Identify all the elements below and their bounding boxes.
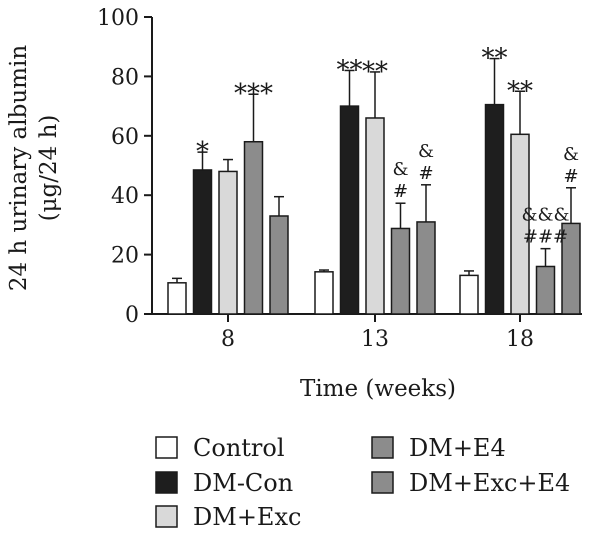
bars-group xyxy=(167,57,581,315)
legend-swatch xyxy=(155,505,178,528)
significance-mark: # xyxy=(418,163,433,184)
legend-swatch xyxy=(155,471,178,494)
y-tick-label: 40 xyxy=(111,184,139,209)
bar xyxy=(339,105,360,315)
y-axis-title-line2: (μg/24 h) xyxy=(36,115,62,222)
significance-mark: ### xyxy=(523,227,568,248)
y-axis-title-line1: 24 h urinary albumin xyxy=(6,45,32,291)
legend-swatch xyxy=(371,471,394,494)
bar xyxy=(416,221,436,315)
bar xyxy=(243,140,264,315)
x-tick-label: 18 xyxy=(506,327,534,352)
legend-label: DM+Exc+E4 xyxy=(409,469,570,497)
significance-mark: *** xyxy=(234,79,273,109)
bar xyxy=(390,227,411,315)
legend-swatch xyxy=(155,436,178,459)
significance-mark: ** xyxy=(337,55,363,85)
bar xyxy=(535,265,556,315)
significance-mark: ** xyxy=(482,44,508,74)
legend-label: DM+Exc xyxy=(193,503,301,531)
x-axis: 8 13 18 xyxy=(152,313,582,352)
y-tick-label: 0 xyxy=(125,303,139,328)
legend-label: DM+E4 xyxy=(409,434,506,462)
significance-mark: & xyxy=(392,159,408,180)
bar xyxy=(365,117,385,315)
bar xyxy=(484,103,505,315)
x-tick-label: 13 xyxy=(361,327,389,352)
significance-mark: &&& xyxy=(521,205,569,226)
significance-mark: & xyxy=(563,144,579,165)
legend-label: Control xyxy=(193,434,285,462)
bar xyxy=(192,169,213,315)
y-tick-label: 60 xyxy=(111,125,139,150)
significance-mark: # xyxy=(393,181,408,202)
legend-label: DM-Con xyxy=(193,469,293,497)
y-tick-label: 80 xyxy=(111,65,139,90)
x-axis-title: Time (weeks) xyxy=(300,376,456,402)
significance-mark: # xyxy=(563,166,578,187)
bar xyxy=(218,170,238,315)
significance-mark: * xyxy=(196,137,209,167)
significance-mark: ** xyxy=(362,57,388,87)
significance-annotations: ****** **#& #&****###&&&#& xyxy=(196,44,579,248)
legend: Control DM-Con DM+Exc DM+E4 DM+Exc+E4 xyxy=(155,434,570,531)
significance-mark: ** xyxy=(507,76,533,106)
bar xyxy=(269,215,289,315)
bar xyxy=(459,274,479,315)
bar xyxy=(167,282,187,315)
bar xyxy=(314,271,334,315)
y-axis: 0 20 40 60 80 100 xyxy=(97,6,153,328)
significance-mark: & xyxy=(418,141,434,162)
legend-swatch xyxy=(371,436,394,459)
y-tick-label: 20 xyxy=(111,244,139,269)
x-tick-label: 8 xyxy=(221,327,235,352)
y-tick-label: 100 xyxy=(97,6,139,31)
